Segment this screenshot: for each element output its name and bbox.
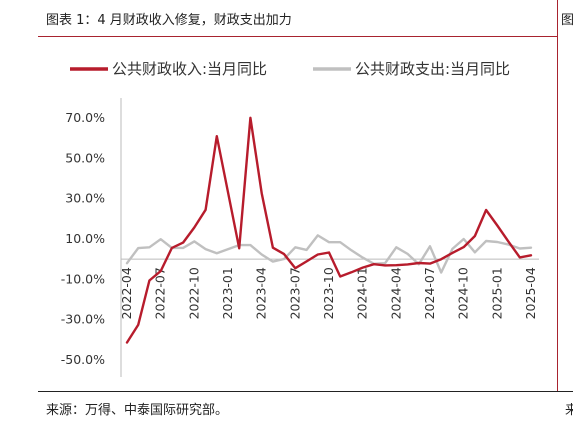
x-tick-label: 2023-07 [287,267,302,319]
y-tick-label: -50.0% [61,352,105,367]
x-tick-label: 2024-04 [388,267,403,319]
series-line-expenditure [125,234,533,274]
legend-item-revenue: 公共财政收入:当月同比 [70,60,267,78]
source-note: 来源：万得、中泰国际研究部。 [46,403,229,418]
y-tick-label: -10.0% [61,271,105,286]
x-tick-label: 2025-04 [523,267,538,319]
x-tick-label: 2023-04 [254,267,269,319]
x-tick-label: 2022-07 [153,267,168,319]
figure-title-bar: 图表 1：4 月财政收入修复，财政支出加力 [38,0,558,37]
adjacent-figure-edge: 图 [557,0,573,392]
x-tick-label: 2023-10 [321,267,336,319]
y-tick-label: 70.0% [65,110,105,125]
legend-label: 公共财政收入:当月同比 [112,60,267,78]
x-tick-label: 2024-07 [422,267,437,319]
x-tick-label: 2022-10 [186,267,201,319]
footer-rule [38,391,573,392]
line-chart: 公共财政收入:当月同比 公共财政支出:当月同比 70.0% 50.0% 30.0% 10… [61,60,539,377]
chart-series [125,116,533,344]
x-tick-label: 2022-04 [119,267,134,319]
y-tick-label: 30.0% [65,191,105,206]
y-tick-label: 10.0% [65,231,105,246]
y-tick-label: -30.0% [61,312,105,327]
x-tick-label: 2023-01 [220,267,235,319]
legend-label: 公共财政支出:当月同比 [355,60,510,78]
y-tick-label: 50.0% [65,150,105,165]
chart-legend: 公共财政收入:当月同比 公共财政支出:当月同比 [70,60,510,78]
legend-item-expenditure: 公共财政支出:当月同比 [313,60,510,78]
adjacent-figure-title-fragment: 图 [561,13,573,28]
series-line-revenue [125,116,533,344]
x-tick-label: 2024-10 [456,267,471,319]
chart-axes: 70.0% 50.0% 30.0% 10.0% -10.0% -30.0% -50.0% 20… [61,98,539,377]
figure-title: 图表 1：4 月财政收入修复，财政支出加力 [46,13,292,28]
x-tick-label: 2024-01 [355,267,370,319]
x-tick-label: 2025-01 [489,267,504,319]
adjacent-source-fragment: 来 [565,403,573,418]
